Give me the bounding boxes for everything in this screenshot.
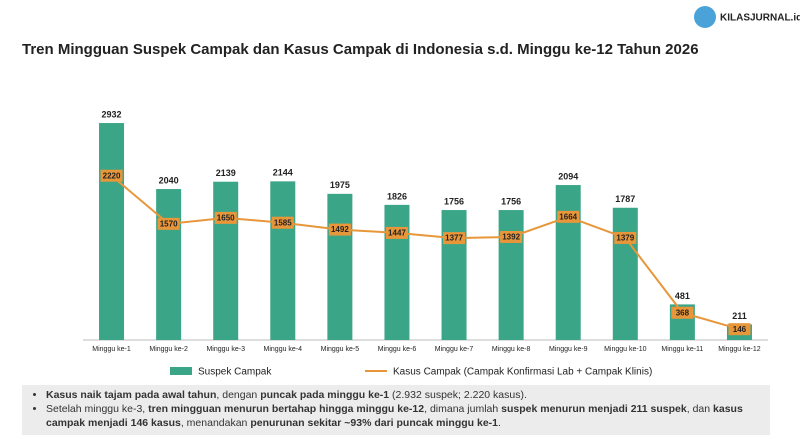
line-value-label: 1664 [559, 212, 577, 221]
note-text: , dan [686, 403, 714, 415]
line-label-box [443, 232, 466, 245]
note-text: Kasus naik tajam pada awal tahun [46, 389, 217, 401]
x-tick-label: Minggu ke-11 [661, 346, 703, 353]
line-label-box [100, 169, 123, 182]
bar-value-label: 2932 [102, 109, 122, 119]
x-tick-label: Minggu ke-10 [604, 346, 647, 353]
bar [327, 193, 353, 340]
logo-icon [694, 6, 716, 28]
line-label-box [328, 223, 351, 236]
note: Kasus naik tajam pada awal tahun, dengan… [46, 388, 760, 402]
bar-value-label: 211 [732, 311, 747, 321]
note-text: . [498, 417, 501, 429]
bar [612, 207, 638, 340]
bar-value-label: 2139 [216, 168, 236, 178]
notes: Kasus naik tajam pada awal tahun, dengan… [22, 385, 770, 435]
note-text: Setelah minggu ke-3, [46, 403, 149, 415]
note-text: , dengan [216, 389, 261, 401]
line [110, 174, 740, 331]
bar [441, 210, 467, 340]
legend-label: Suspek Campak [198, 367, 272, 378]
note-text: tren mingguan menurun bertahap hingga mi… [148, 403, 425, 415]
bar-value-label: 1756 [444, 196, 464, 206]
x-tick-label: Minggu ke-1 [92, 346, 131, 353]
x-tick-label: Minggu ke-12 [718, 346, 761, 353]
x-tick-label: Minggu ke-8 [492, 346, 531, 353]
line-label-box [500, 230, 523, 243]
line-label-box [385, 226, 408, 239]
bar [270, 181, 296, 340]
bar [555, 185, 581, 340]
note-text: suspek menurun menjadi 211 suspek [501, 403, 687, 415]
x-tick-label: Minggu ke-5 [321, 346, 360, 353]
line-value-label: 1570 [160, 219, 178, 228]
bar-value-label: 2040 [159, 175, 179, 185]
line-label-box [157, 217, 180, 230]
bar-value-label: 2094 [558, 171, 578, 181]
line-label-box [671, 306, 694, 319]
line-label-box [271, 216, 294, 229]
line-value-label: 1392 [502, 233, 520, 242]
line-value-label: 146 [733, 325, 747, 334]
note-text: (2.932 suspek; 2.220 kasus). [389, 389, 527, 401]
x-tick-label: Minggu ke-3 [206, 346, 245, 353]
logo: KILASJURNAL.id [720, 13, 800, 24]
legend-swatch [170, 367, 192, 375]
bar [384, 204, 410, 340]
line-value-label: 1492 [331, 225, 349, 234]
bar [99, 123, 125, 340]
line-label-box [614, 231, 637, 244]
bar-value-label: 2144 [273, 168, 293, 178]
line-label-box [214, 211, 237, 224]
x-tick-label: Minggu ke-2 [149, 346, 188, 353]
x-tick-label: Minggu ke-4 [264, 346, 303, 353]
line-value-label: 368 [676, 308, 690, 317]
bar [213, 181, 239, 340]
bar-value-label: 481 [675, 291, 690, 301]
x-tick-label: Minggu ke-9 [549, 346, 588, 353]
line-value-label: 2220 [103, 171, 121, 180]
note-text: , menandakan [180, 417, 251, 429]
x-tick-label: Minggu ke-7 [435, 346, 474, 353]
note-text: puncak pada minggu ke-1 [260, 389, 390, 401]
bar-value-label: 1975 [330, 180, 350, 190]
note-text: penurunan sekitar ~93% dari puncak mingg… [250, 417, 499, 429]
line-value-label: 1447 [388, 229, 406, 238]
legend-label: Kasus Campak (Campak Konfirmasi Lab + Ca… [393, 367, 652, 378]
note-text: kasus campak menjadi 146 kasus [46, 403, 743, 429]
chart-title: Tren Mingguan Suspek Campak dan Kasus Ca… [22, 41, 699, 58]
line-value-label: 1379 [616, 234, 634, 243]
bar [156, 189, 182, 340]
line-label-box [728, 323, 751, 336]
line-value-label: 1650 [217, 214, 235, 223]
line-value-label: 1585 [274, 218, 292, 227]
line-value-label: 1377 [445, 234, 463, 243]
bar [498, 210, 524, 340]
bar-value-label: 1826 [387, 191, 407, 201]
bar-value-label: 1756 [501, 196, 521, 206]
line-label-box [557, 210, 580, 223]
bar-value-label: 1787 [615, 194, 635, 204]
notes-list: Kasus naik tajam pada awal tahun, dengan… [32, 388, 760, 430]
note-text: , dimana jumlah [424, 403, 502, 415]
note: Setelah minggu ke-3, tren mingguan menur… [46, 402, 760, 430]
x-tick-label: Minggu ke-6 [378, 346, 417, 353]
